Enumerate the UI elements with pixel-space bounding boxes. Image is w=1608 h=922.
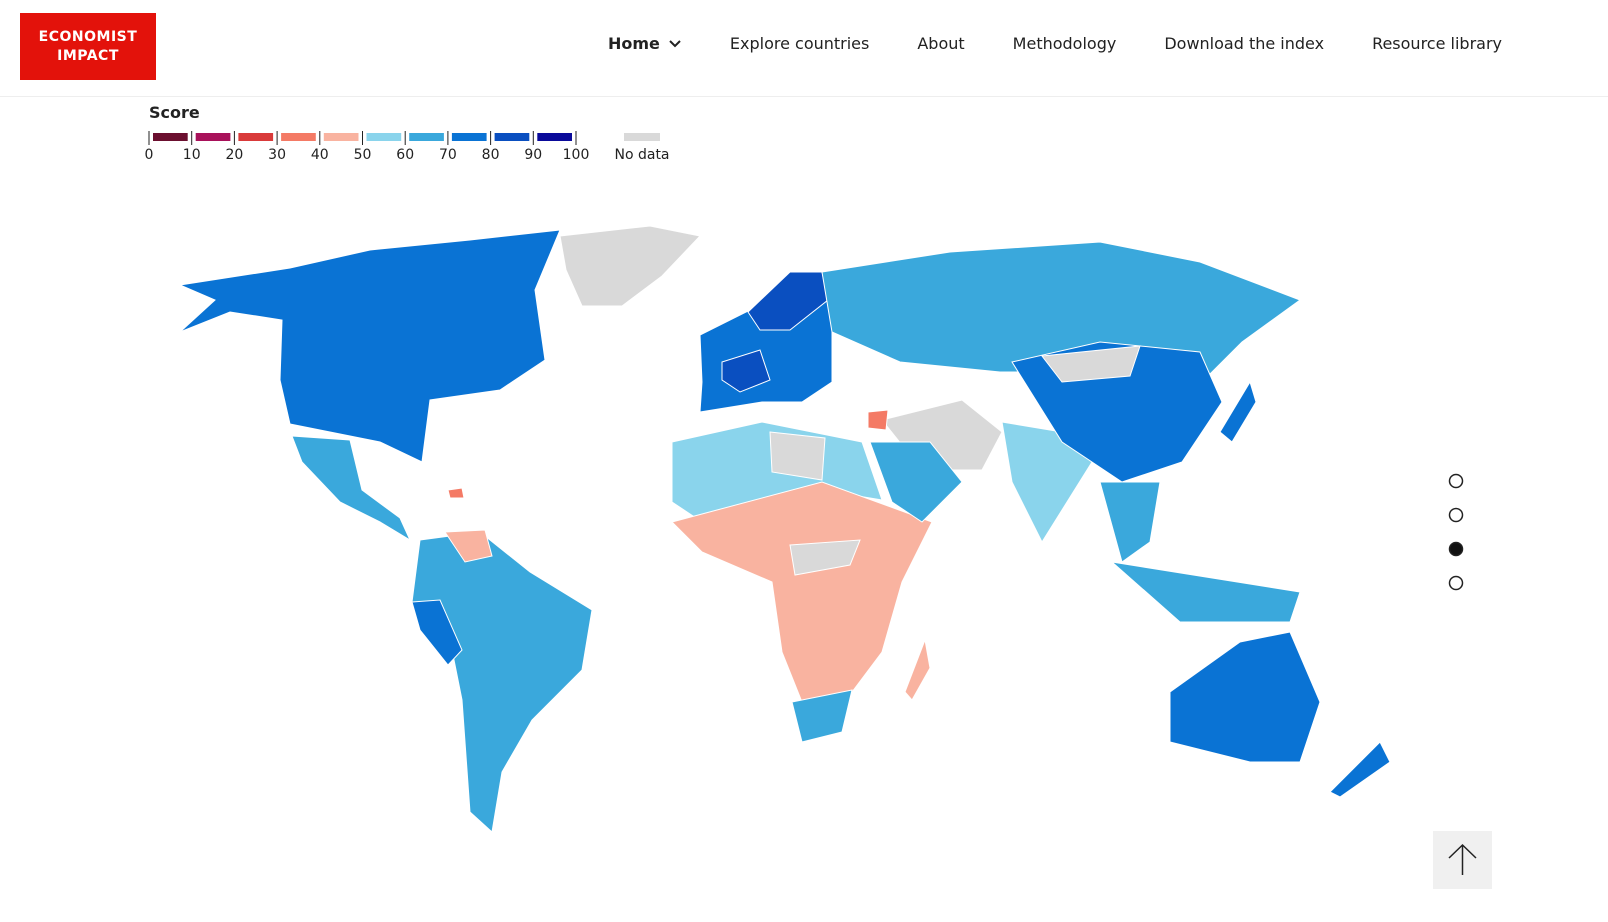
nav: Home Explore countries About Methodology Dow…	[608, 34, 1502, 53]
madagascar	[904, 638, 931, 701]
legend-swatch	[451, 133, 487, 141]
india	[1001, 421, 1093, 544]
legend-swatch	[537, 133, 572, 141]
greenland	[559, 225, 701, 307]
legend-tick-label: 60	[396, 147, 414, 163]
north-america	[178, 229, 561, 463]
southeast-asia	[1099, 481, 1161, 563]
legend-swatch	[494, 133, 530, 141]
nav-item[interactable]: Resource library	[1372, 34, 1502, 53]
central-nodata	[789, 539, 861, 576]
nav-item[interactable]: Download the index	[1164, 34, 1325, 53]
france	[721, 349, 771, 393]
syria	[867, 409, 889, 431]
legend-swatch	[409, 133, 444, 141]
legend-swatch	[153, 133, 188, 141]
pager-dot-active[interactable]	[1448, 541, 1464, 557]
logo[interactable]: ECONOMIST IMPACT	[20, 13, 156, 80]
legend-swatch	[281, 133, 316, 141]
legend-tick-label: 30	[268, 147, 286, 163]
divider	[0, 96, 1608, 97]
pager	[1448, 473, 1464, 591]
legend-swatch	[238, 133, 274, 141]
pager-dot[interactable]	[1448, 473, 1464, 489]
legend-tick-label: 40	[311, 147, 329, 163]
new-zealand	[1329, 741, 1391, 798]
southern-africa	[791, 689, 853, 743]
japan	[1219, 380, 1257, 443]
logo-line: ECONOMIST	[38, 28, 138, 45]
legend-swatch	[366, 133, 402, 141]
russia	[821, 241, 1302, 383]
legend-tick-label: 70	[439, 147, 457, 163]
nav-item[interactable]: Home	[608, 34, 682, 53]
venezuela	[444, 529, 493, 563]
caribbean	[447, 487, 465, 499]
arrow-icon	[1448, 843, 1477, 875]
legend-tick-label: 90	[524, 147, 542, 163]
pager-dot[interactable]	[1448, 575, 1464, 591]
mongolia	[1041, 345, 1141, 383]
logo-line: IMPACT	[57, 47, 119, 64]
nav-item[interactable]: About	[917, 34, 965, 53]
dropdown-icon	[669, 40, 681, 48]
legend-tick-label: 0	[145, 147, 154, 163]
legend-nodata-label: No data	[614, 147, 669, 163]
nav-item[interactable]: Methodology	[1012, 34, 1117, 53]
legend-swatch	[195, 133, 231, 141]
central-america	[291, 435, 412, 542]
legend-title: Score	[149, 103, 200, 122]
legend-tick-label: 50	[354, 147, 372, 163]
world-map	[178, 225, 1391, 833]
central-africa	[671, 481, 933, 703]
south-america	[411, 531, 593, 833]
legend: 0 10 20 30 40 50 60 70 80 90 100 No data	[145, 131, 670, 163]
nav-item[interactable]: Explore countries	[729, 34, 870, 53]
legend-swatch	[323, 133, 359, 141]
legend-tick-label: 10	[183, 147, 201, 163]
legend-tick-label: 100	[563, 147, 590, 163]
back-to-top[interactable]	[1433, 831, 1492, 889]
legend-swatch-nodata	[624, 133, 660, 141]
peru	[411, 599, 463, 666]
legend-tick-label: 80	[482, 147, 500, 163]
legend-tick-label: 20	[225, 147, 243, 163]
indonesia	[1110, 561, 1301, 623]
australia	[1169, 631, 1321, 763]
arabia	[869, 441, 963, 523]
pager-dot[interactable]	[1448, 507, 1464, 523]
sahara-nodata	[769, 431, 826, 481]
